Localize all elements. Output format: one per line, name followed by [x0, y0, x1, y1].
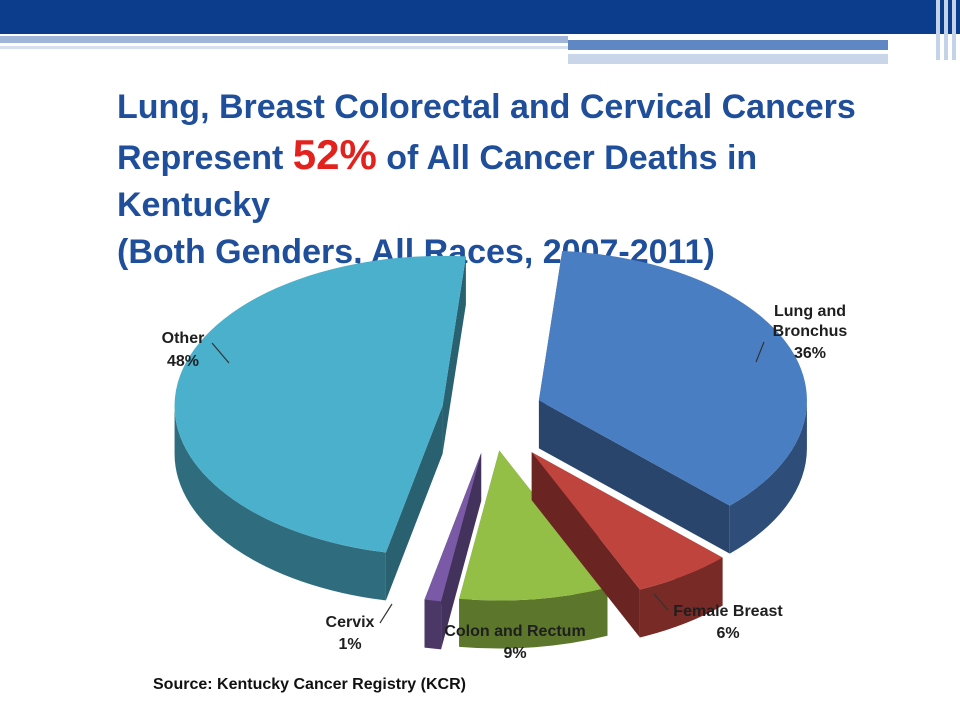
slice-percent: 36% [794, 345, 826, 362]
slice-percent: 1% [338, 636, 361, 653]
pie-slice-wall [442, 256, 466, 454]
leader-line [379, 603, 393, 624]
source-note: Source: Kentucky Cancer Registry (KCR) [153, 676, 466, 693]
pie-slice-top [174, 255, 466, 553]
slice-percent: 6% [716, 625, 739, 642]
slice-label: Other [162, 330, 205, 347]
slice-label: Female Breast [673, 603, 783, 620]
header-banner [0, 0, 960, 34]
pie-slice-side [174, 405, 386, 601]
pie-slice-wall [385, 405, 443, 601]
pie-slice-side [729, 400, 807, 554]
header-rule [568, 40, 888, 50]
pie-slice-side [459, 587, 608, 649]
title-highlight: 52% [292, 131, 377, 178]
pie-slice-side [639, 557, 723, 638]
pie-slice [459, 450, 608, 649]
pie-slice-wall [531, 452, 640, 638]
header-rule [0, 46, 568, 49]
slice-label: Colon and Rectum [444, 623, 585, 640]
pie-slice-wall [538, 400, 730, 554]
leader-line [211, 342, 230, 364]
pie-slice-top [538, 250, 807, 506]
pie-slice-top [459, 450, 608, 601]
leader-line [653, 593, 669, 611]
pie-slice [424, 453, 482, 650]
pie-slice [531, 452, 723, 638]
slice-label: Bronchus [773, 323, 848, 340]
edge-stripe [952, 0, 956, 60]
header-rule [568, 54, 888, 64]
pie-slice [174, 255, 466, 601]
slice-percent: 48% [167, 353, 199, 370]
pie-slice-top [424, 453, 482, 602]
edge-stripe [944, 0, 948, 60]
slice-label: Lung and [774, 303, 846, 320]
slice-label: Cervix [326, 614, 375, 631]
leader-line [755, 341, 765, 363]
pie-slice [538, 250, 807, 554]
pie-slice-side [424, 599, 442, 650]
title-text: Lung, Breast Colorectal and Cervical Can… [117, 88, 856, 177]
title-text-end: of All Cancer Deaths in Kentucky [117, 139, 758, 224]
edge-stripe [936, 0, 940, 60]
slice-percent: 9% [503, 645, 526, 662]
pie-slice-top [531, 452, 723, 590]
header-rule [0, 36, 568, 43]
